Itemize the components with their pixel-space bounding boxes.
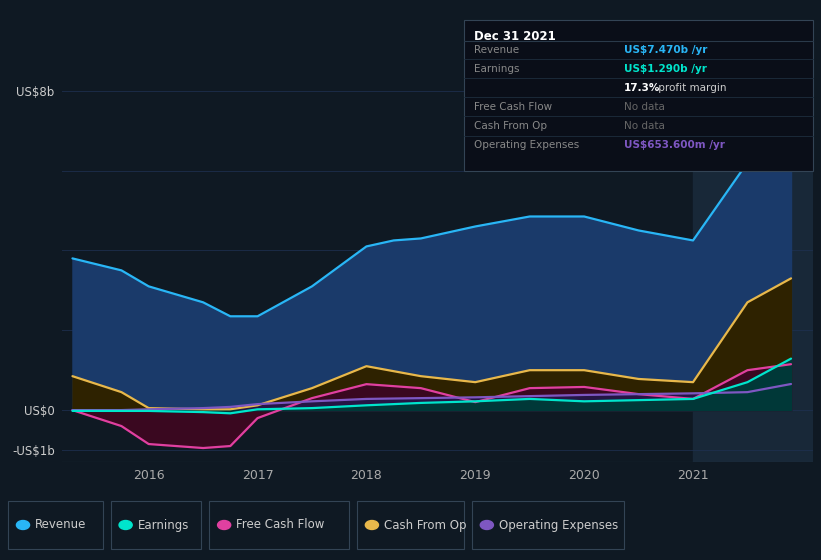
Text: Earnings: Earnings — [138, 519, 190, 531]
Bar — [693, 59, 813, 462]
Text: Revenue: Revenue — [35, 519, 87, 531]
Text: Operating Expenses: Operating Expenses — [474, 140, 579, 150]
Text: Revenue: Revenue — [474, 45, 519, 55]
Text: Free Cash Flow: Free Cash Flow — [236, 519, 325, 531]
Text: No data: No data — [624, 121, 665, 131]
Text: US$7.470b /yr: US$7.470b /yr — [624, 45, 708, 55]
Text: Free Cash Flow: Free Cash Flow — [474, 102, 552, 112]
Text: 17.3%: 17.3% — [624, 83, 660, 93]
Text: Operating Expenses: Operating Expenses — [499, 519, 618, 531]
Text: profit margin: profit margin — [655, 83, 727, 93]
Text: US$653.600m /yr: US$653.600m /yr — [624, 140, 725, 150]
Text: Cash From Op: Cash From Op — [474, 121, 547, 131]
Text: No data: No data — [624, 102, 665, 112]
Text: Earnings: Earnings — [474, 64, 519, 74]
Text: US$1.290b /yr: US$1.290b /yr — [624, 64, 707, 74]
Text: Dec 31 2021: Dec 31 2021 — [474, 30, 556, 43]
Text: Cash From Op: Cash From Op — [384, 519, 466, 531]
